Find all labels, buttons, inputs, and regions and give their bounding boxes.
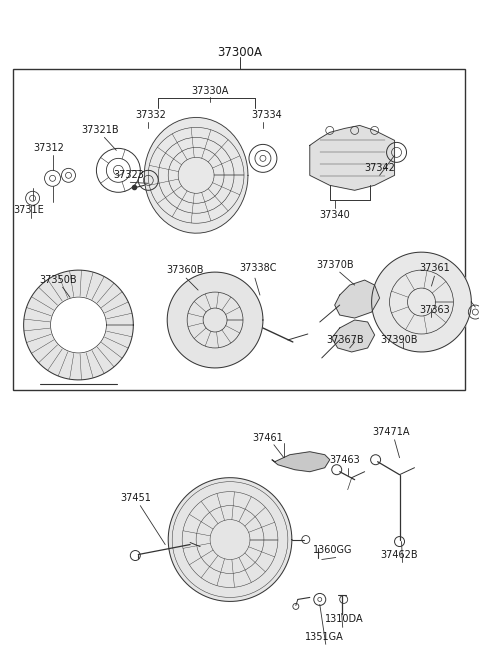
Text: 3731E: 3731E [13, 205, 44, 215]
Polygon shape [144, 118, 248, 233]
Text: 37338C: 37338C [239, 263, 276, 273]
Text: 37370B: 37370B [316, 260, 354, 270]
Text: 37300A: 37300A [217, 46, 263, 59]
Polygon shape [50, 297, 107, 353]
Text: 37340: 37340 [319, 210, 350, 220]
Polygon shape [310, 125, 395, 191]
Text: 37342: 37342 [364, 164, 395, 173]
Text: 37461: 37461 [252, 433, 283, 443]
Text: 1360GG: 1360GG [313, 545, 352, 555]
Polygon shape [335, 280, 380, 318]
Text: 37451: 37451 [120, 493, 151, 503]
Polygon shape [24, 270, 133, 380]
Bar [12, 68, 465, 390]
Text: 37323: 37323 [113, 170, 144, 180]
Text: 37390B: 37390B [381, 335, 418, 345]
Polygon shape [272, 452, 330, 472]
Text: 37363: 37363 [419, 305, 450, 315]
Polygon shape [372, 252, 471, 352]
Text: 37332: 37332 [135, 110, 166, 120]
Text: 1310DA: 1310DA [325, 614, 364, 624]
Polygon shape [332, 320, 374, 352]
Text: 1351GA: 1351GA [305, 632, 344, 643]
Text: 37321B: 37321B [82, 125, 119, 135]
Text: 37367B: 37367B [326, 335, 363, 345]
Text: 37463: 37463 [329, 455, 360, 464]
Text: 37360B: 37360B [167, 265, 204, 275]
Text: 37471A: 37471A [373, 427, 410, 437]
Text: 37462B: 37462B [381, 549, 419, 560]
Text: 37334: 37334 [252, 110, 282, 120]
Text: 37312: 37312 [33, 143, 64, 153]
Text: 37350B: 37350B [40, 275, 77, 285]
Polygon shape [167, 272, 263, 368]
Polygon shape [168, 478, 292, 601]
Text: 37361: 37361 [419, 263, 450, 273]
Text: 37330A: 37330A [192, 85, 229, 95]
